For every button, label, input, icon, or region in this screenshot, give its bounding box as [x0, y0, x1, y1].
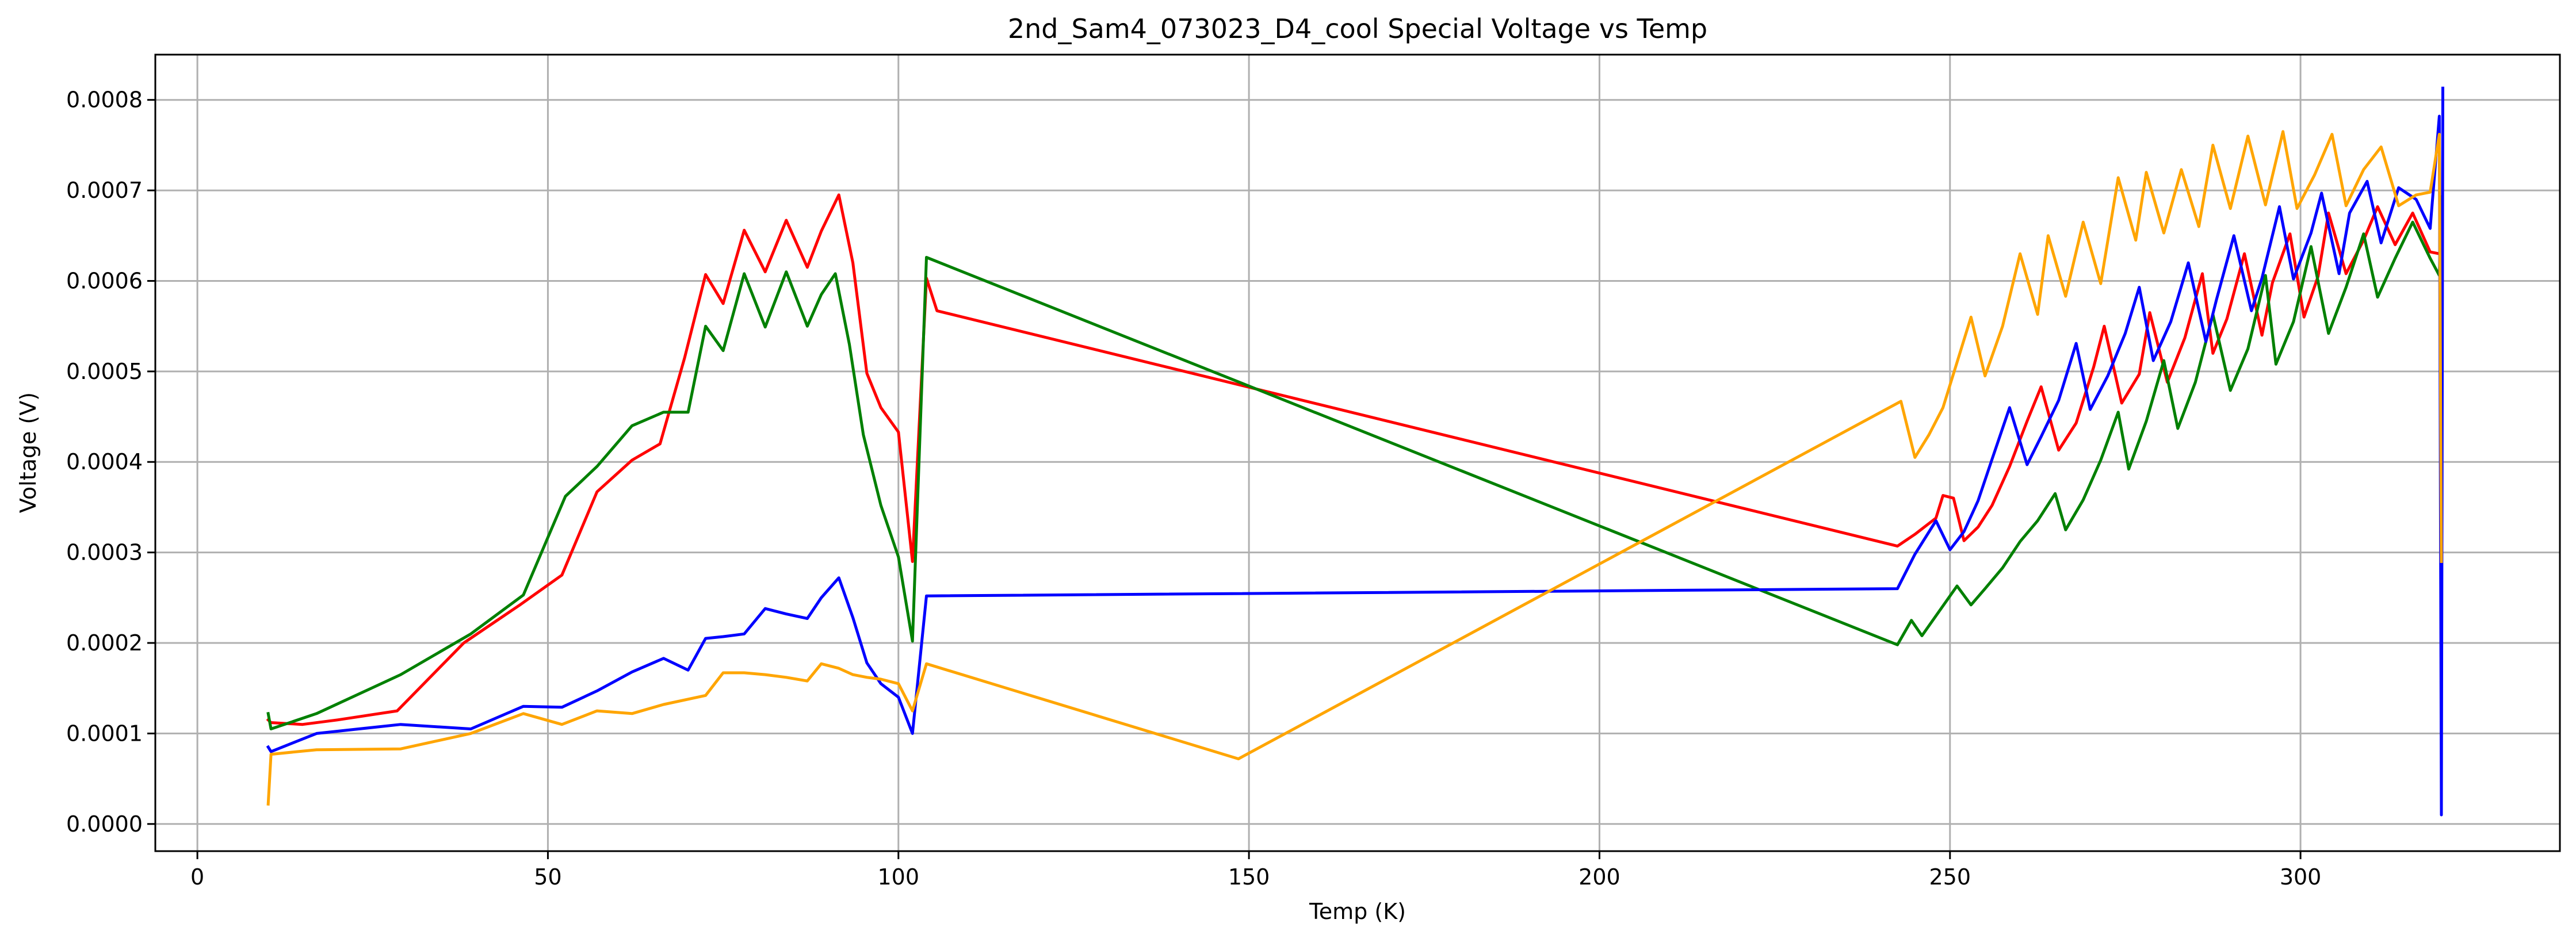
y-tick-label: 0.0003: [66, 540, 143, 565]
x-tick-label: 0: [190, 864, 204, 890]
y-tick-label: 0.0002: [66, 630, 143, 656]
x-axis-label: Temp (K): [1309, 899, 1406, 924]
x-axis-ticks: 0 50 100 150 200 250 300: [190, 851, 2321, 890]
y-tick-label: 0.0000: [66, 811, 143, 837]
x-tick-label: 100: [878, 864, 920, 890]
plot-frame: [154, 53, 2561, 852]
x-tick-label: 300: [2280, 864, 2322, 890]
chart-title: 2nd_Sam4_073023_D4_cool Special Voltage …: [1008, 13, 1707, 44]
y-tick-label: 0.0004: [66, 449, 143, 474]
y-axis-ticks: 0.0000 0.0001 0.0002 0.0003 0.0004 0.0005 0.00…: [66, 87, 155, 837]
x-tick-label: 150: [1228, 864, 1270, 890]
series-lines: [266, 86, 2445, 817]
y-tick-label: 0.0006: [66, 268, 143, 293]
y-tick-label: 0.0007: [66, 178, 143, 203]
red-series-line: [266, 193, 2441, 726]
x-tick-label: 250: [1929, 864, 1971, 890]
grid: [155, 55, 2560, 851]
y-axis-label: Voltage (V): [16, 392, 41, 513]
y-tick-label: 0.0005: [66, 359, 143, 384]
blue-series-line: [266, 86, 2445, 817]
y-tick-label: 0.0001: [66, 721, 143, 746]
x-tick-label: 200: [1579, 864, 1620, 890]
green-series-line: [266, 195, 2444, 730]
y-tick-label: 0.0008: [66, 87, 143, 113]
orange-series-line: [266, 130, 2443, 806]
x-tick-label: 50: [534, 864, 561, 890]
